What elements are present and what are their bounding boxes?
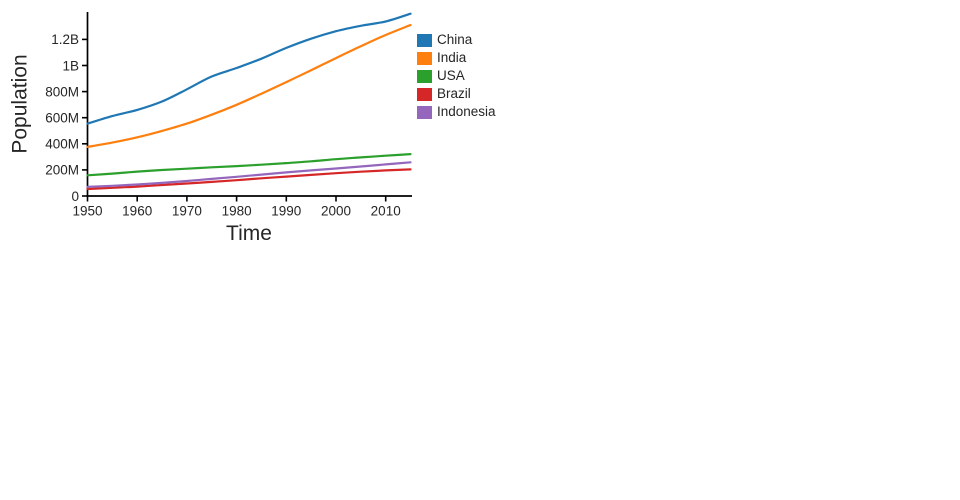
axes-layer — [82, 12, 412, 202]
series-line-usa — [86, 153, 412, 177]
legend-swatch-indonesia — [417, 105, 432, 119]
x-tick-label: 2010 — [371, 204, 401, 219]
legend: China India USA Brazil Indonesia — [417, 31, 496, 121]
legend-swatch-china — [417, 33, 432, 47]
legend-item-indonesia: Indonesia — [417, 103, 496, 121]
x-tick-label: 1960 — [122, 204, 152, 219]
series-line-india — [86, 23, 412, 148]
series-line-brazil — [86, 168, 412, 191]
x-axis-title: Time — [226, 222, 272, 245]
y-tick-label: 800M — [45, 84, 79, 99]
x-tick-label: 2000 — [321, 204, 351, 219]
series-layer — [86, 12, 412, 191]
legend-swatch-brazil — [417, 87, 432, 101]
y-tick-label: 1.2B — [51, 32, 79, 47]
x-tick-label: 1950 — [72, 204, 102, 219]
y-tick-label: 200M — [45, 163, 79, 178]
legend-label: Indonesia — [437, 104, 496, 120]
ticks-layer: 0 200M 400M 600M 800M 1B 1.2B 1950 1960 1970 1980 1… — [45, 32, 401, 218]
legend-label: USA — [437, 68, 465, 84]
y-tick-label: 0 — [71, 189, 79, 204]
y-tick-label: 400M — [45, 137, 79, 152]
legend-label: China — [437, 32, 473, 48]
legend-label: India — [437, 50, 467, 66]
legend-swatch-india — [417, 51, 432, 65]
series-line-china — [86, 12, 412, 125]
legend-item-usa: USA — [417, 67, 496, 85]
y-tick-label: 600M — [45, 111, 79, 126]
legend-item-china: China — [417, 31, 496, 49]
legend-item-brazil: Brazil — [417, 85, 496, 103]
y-axis-title: Population — [9, 54, 32, 153]
x-tick-label: 1990 — [271, 204, 301, 219]
x-tick-label: 1970 — [172, 204, 202, 219]
series-line-indonesia — [86, 161, 412, 188]
y-tick-label: 1B — [62, 58, 79, 73]
legend-item-india: India — [417, 49, 496, 67]
legend-swatch-usa — [417, 69, 432, 83]
legend-label: Brazil — [437, 86, 471, 102]
x-tick-label: 1980 — [222, 204, 252, 219]
